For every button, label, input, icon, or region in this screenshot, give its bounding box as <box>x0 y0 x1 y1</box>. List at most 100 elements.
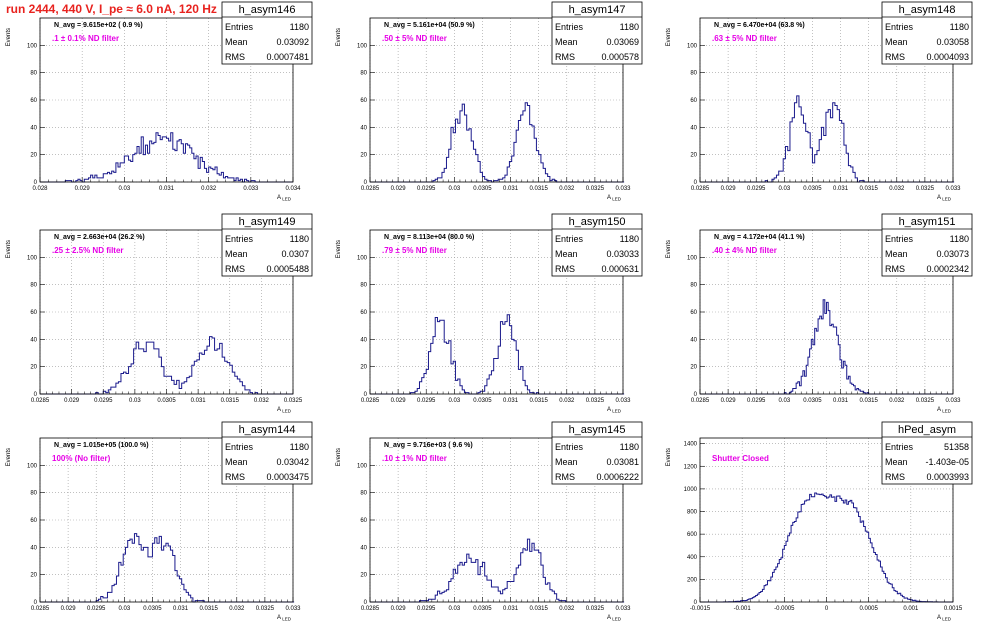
stat-label-rms: RMS <box>885 52 905 62</box>
stat-label-entries: Entries <box>225 22 254 32</box>
stats-box-frame <box>221 213 313 277</box>
y-tick-label: 100 <box>687 43 698 49</box>
stat-value-entries: 1180 <box>950 22 969 32</box>
y-tick-label: 0 <box>364 180 368 186</box>
y-tick-label: 20 <box>690 365 697 371</box>
stat-value-rms: 0.0007481 <box>266 52 309 62</box>
x-tick-label: 0.0305 <box>157 398 176 404</box>
y-tick-label: 60 <box>30 98 37 104</box>
stat-label-entries: Entries <box>555 22 584 32</box>
y-tick-label: 40 <box>360 125 367 131</box>
histogram-name: h_asym146 <box>239 4 296 16</box>
x-tick-label: 0.0325 <box>586 606 605 612</box>
y-tick-label: 20 <box>360 365 367 371</box>
x-axis-title: A LED <box>937 615 952 622</box>
x-axis-title: A LED <box>937 407 952 414</box>
stat-label-rms: RMS <box>885 264 905 274</box>
y-tick-label: 400 <box>687 555 698 561</box>
x-tick-label: 0.032 <box>254 398 270 404</box>
filter-label: 100% (No filter) <box>52 454 111 463</box>
y-tick-label: 60 <box>690 98 697 104</box>
x-tick-label: 0.0325 <box>586 186 605 192</box>
y-tick-label: 0 <box>34 392 38 398</box>
stat-value-entries: 51358 <box>944 442 969 452</box>
y-tick-label: 100 <box>27 255 38 261</box>
stat-label-mean: Mean <box>885 457 908 467</box>
x-tick-label: 0.0325 <box>256 606 275 612</box>
y-axis-title: Events <box>6 240 12 258</box>
y-tick-label: 200 <box>687 577 698 583</box>
stats-box-frame <box>551 213 643 277</box>
stat-label-entries: Entries <box>885 442 914 452</box>
stat-value-entries: 1180 <box>620 22 639 32</box>
x-tick-label: 0.028 <box>32 186 48 192</box>
y-tick-label: 0 <box>364 392 368 398</box>
x-tick-label: 0.029 <box>721 186 737 192</box>
histogram-line <box>700 95 955 183</box>
stats-box-frame <box>881 421 973 485</box>
stat-value-mean: 0.03033 <box>606 249 639 259</box>
x-tick-label: 0.0295 <box>747 186 766 192</box>
histogram-name: hPed_asym <box>898 424 956 436</box>
y-tick-label: 100 <box>687 255 698 261</box>
y-tick-label: 60 <box>30 310 37 316</box>
x-tick-label: 0.031 <box>173 606 189 612</box>
histogram-line <box>700 492 953 603</box>
histogram-pad-h_asym145: 0.0285 0.029 0.0295 0.03 0.0305 0.031 0.0315 0.… <box>336 421 643 622</box>
n-avg-label: N_avg = 9.716e+03 ( 9.6 %) <box>384 442 473 449</box>
y-tick-label: 80 <box>690 283 697 289</box>
histogram-pad-h_asym148: 0.0285 0.029 0.0295 0.03 0.0305 0.031 0.0315 0.… <box>666 1 973 202</box>
y-tick-label: 0 <box>694 392 698 398</box>
x-axis-title: A LED <box>607 195 622 202</box>
y-tick-label: 0 <box>364 600 368 606</box>
stat-label-entries: Entries <box>885 234 914 244</box>
y-tick-label: 40 <box>360 545 367 551</box>
histogram-name: h_asym144 <box>239 424 296 436</box>
y-tick-label: 80 <box>360 283 367 289</box>
x-tick-label: 0.0325 <box>586 398 605 404</box>
x-tick-label: 0.0315 <box>199 606 218 612</box>
x-tick-label: 0.0305 <box>473 398 492 404</box>
histogram-line <box>370 102 625 183</box>
stats-box: h_asym146 Entries 1180 Mean 0.03092 RMS 0.0007… <box>221 1 313 65</box>
stat-value-mean: 0.03042 <box>276 457 309 467</box>
stat-value-rms: 0.0003993 <box>926 472 969 482</box>
stats-box: h_asym149 Entries 1180 Mean 0.0307 RMS 0.00054… <box>221 213 313 277</box>
histogram-line <box>40 132 293 183</box>
stat-label-mean: Mean <box>225 37 248 47</box>
y-tick-label: 0 <box>34 180 38 186</box>
stat-label-mean: Mean <box>555 249 578 259</box>
x-tick-label: 0.0285 <box>31 398 50 404</box>
x-tick-label: 0.0285 <box>361 186 380 192</box>
y-tick-label: 40 <box>360 337 367 343</box>
x-tick-label: 0.0325 <box>916 186 935 192</box>
stats-box-frame <box>881 1 973 65</box>
stat-label-mean: Mean <box>885 249 908 259</box>
y-tick-label: 0 <box>694 180 698 186</box>
x-tick-label: 0.0315 <box>529 606 548 612</box>
x-tick-label: 0.0315 <box>221 398 240 404</box>
y-tick-label: 20 <box>30 365 37 371</box>
stats-box: h_asym151 Entries 1180 Mean 0.03073 RMS 0.0002… <box>881 213 973 277</box>
x-tick-label: 0.0295 <box>94 398 113 404</box>
y-tick-label: 80 <box>30 491 37 497</box>
x-tick-label: 0.0295 <box>87 606 106 612</box>
stat-label-mean: Mean <box>225 457 248 467</box>
y-tick-label: 60 <box>30 518 37 524</box>
x-tick-label: 0.033 <box>945 186 961 192</box>
stat-value-rms: 0.0005488 <box>266 264 309 274</box>
stat-value-mean: -1.403e-05 <box>925 457 969 467</box>
y-tick-label: 60 <box>360 98 367 104</box>
filter-label: .40 ± 4% ND filter <box>712 246 777 255</box>
stat-value-rms: 0.000631 <box>601 264 639 274</box>
x-tick-label: 0.029 <box>391 186 407 192</box>
n-avg-label: N_avg = 5.161e+04 (50.9 %) <box>384 22 475 29</box>
y-axis-title: Events <box>336 448 342 466</box>
stat-value-entries: 1180 <box>620 442 639 452</box>
x-tick-label: -0.001 <box>734 606 752 612</box>
x-axis-title: A LED <box>277 195 292 202</box>
y-axis-title: Events <box>336 240 342 258</box>
x-tick-label: -0.0005 <box>774 606 795 612</box>
x-tick-label: 0.0295 <box>417 606 436 612</box>
x-tick-label: 0.0305 <box>473 606 492 612</box>
